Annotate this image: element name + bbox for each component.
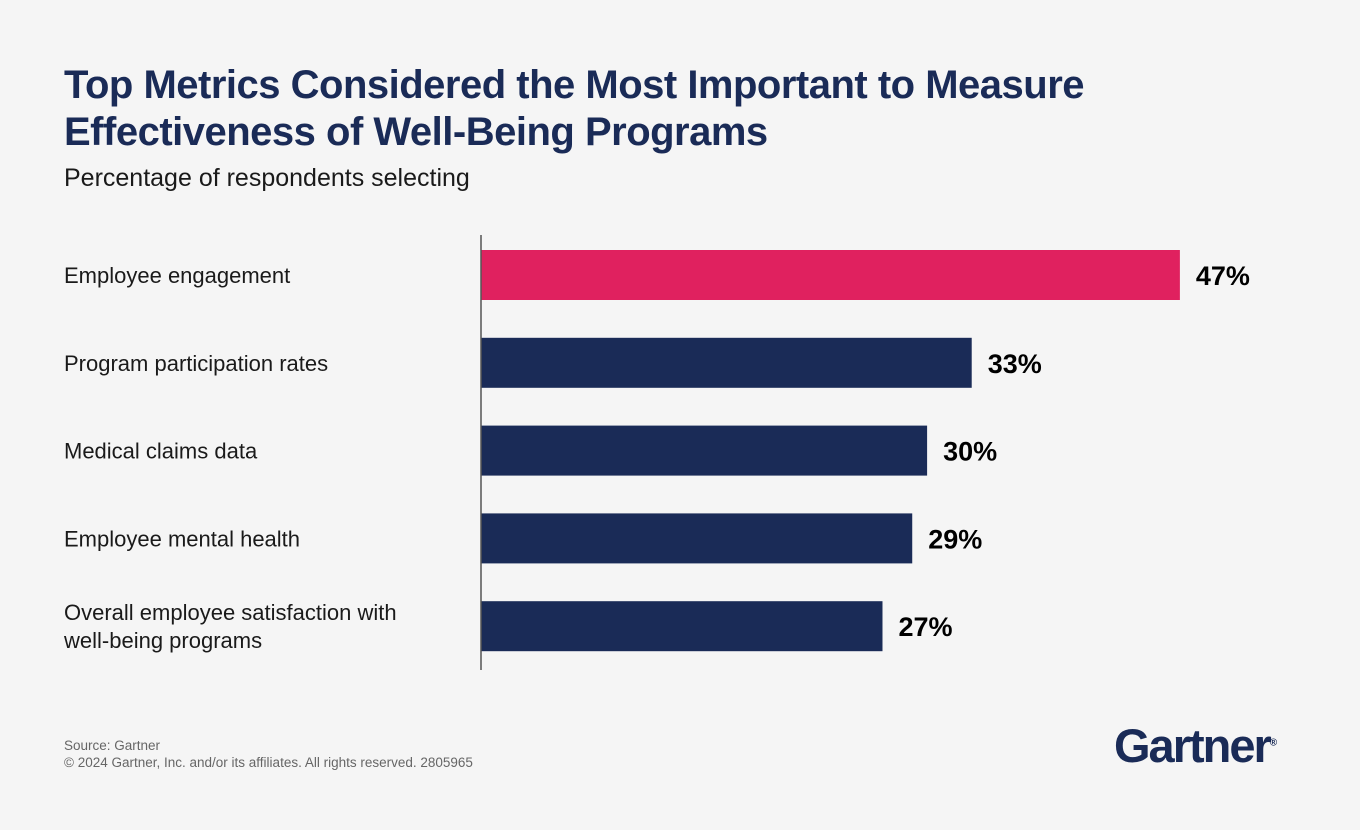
category-label: Overall employee satisfaction with bbox=[64, 600, 397, 625]
source-note: Source: Gartner bbox=[64, 738, 161, 753]
category-label: Employee mental health bbox=[64, 526, 300, 551]
category-label: well-being programs bbox=[63, 628, 262, 653]
logo-text: Gartner bbox=[1114, 719, 1272, 772]
value-label: 30% bbox=[943, 437, 997, 467]
chart-subtitle: Percentage of respondents selecting bbox=[64, 164, 470, 192]
footer: Source: Gartner © 2024 Gartner, Inc. and… bbox=[64, 737, 473, 771]
bar bbox=[481, 513, 913, 564]
gartner-logo: Gartner® bbox=[1114, 718, 1277, 773]
category-label: Medical claims data bbox=[64, 439, 258, 464]
bar bbox=[481, 337, 972, 388]
value-label: 27% bbox=[898, 612, 952, 642]
value-label: 47% bbox=[1196, 261, 1250, 291]
bar bbox=[481, 601, 883, 652]
copyright-note: © 2024 Gartner, Inc. and/or its affiliat… bbox=[64, 755, 473, 770]
chart-title: Top Metrics Considered the Most Importan… bbox=[64, 63, 1085, 154]
bar bbox=[481, 250, 1180, 300]
value-label: 29% bbox=[928, 524, 982, 554]
category-label: Program participation rates bbox=[64, 351, 328, 376]
value-label: 33% bbox=[988, 349, 1042, 379]
registered-mark: ® bbox=[1269, 737, 1278, 749]
category-label: Employee engagement bbox=[64, 263, 290, 288]
bar bbox=[481, 425, 928, 476]
